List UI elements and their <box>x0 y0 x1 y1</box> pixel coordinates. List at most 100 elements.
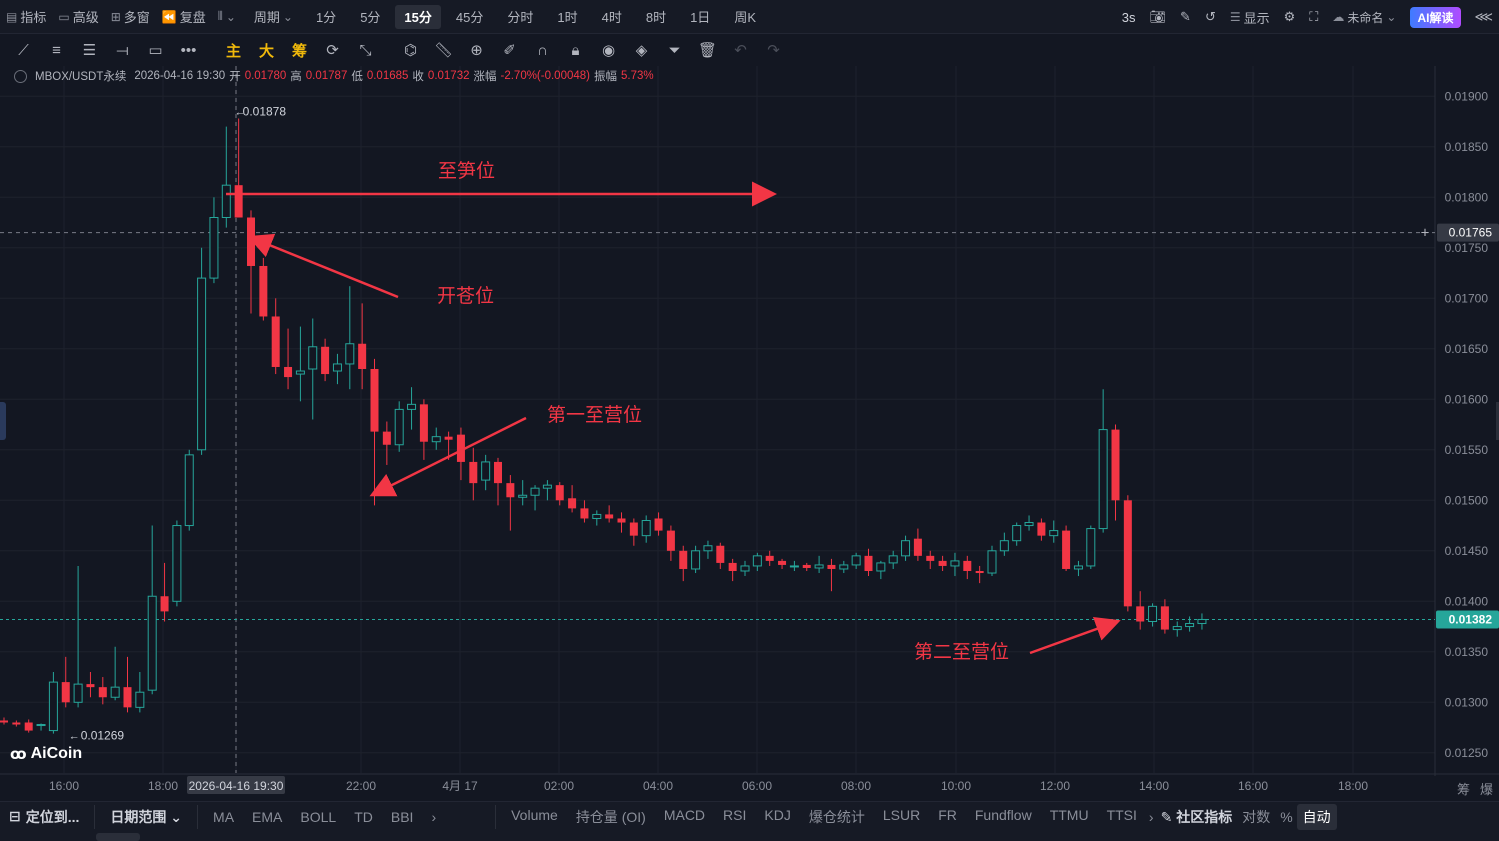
main-indicator-item[interactable]: BOLL <box>300 808 337 825</box>
replay-menu[interactable]: ⏪ 复盘 <box>156 5 212 29</box>
layout-menu[interactable]: ☁ 未命名 ⌄ <box>1326 5 1402 29</box>
liquidation-toggle[interactable]: 爆 <box>1479 782 1493 797</box>
period-tab[interactable]: 15分 <box>395 4 441 29</box>
magnet-icon[interactable]: ∩ <box>537 41 548 59</box>
display-menu[interactable]: ☰ 显示 <box>1224 5 1276 29</box>
parallel-lines-icon[interactable]: ≡ <box>52 41 61 59</box>
main-indicator-item[interactable]: BBI <box>390 808 414 825</box>
sub-indicator-item[interactable]: FR <box>938 806 957 823</box>
percent-scale-button[interactable]: % <box>1280 808 1293 825</box>
right-panel-handle[interactable] <box>1496 402 1499 440</box>
chevron-right-icon[interactable]: › <box>1148 808 1154 825</box>
period-tab[interactable]: 1日 <box>690 10 711 25</box>
main-indicator-item[interactable]: TD <box>354 808 373 825</box>
candle-body <box>209 217 219 279</box>
chip-icon[interactable]: 筹 <box>291 42 307 60</box>
sub-indicator-item[interactable]: TTSI <box>1106 806 1137 823</box>
main-indicator-list: MA EMA BOLL TD BBI <box>204 809 422 825</box>
community-indicators-button[interactable]: ✎ 社区指标 <box>1157 807 1237 827</box>
redo-icon[interactable]: ↷ <box>767 42 780 59</box>
main-force-icon[interactable]: 主 <box>225 42 241 60</box>
undo-icon[interactable]: ↶ <box>734 42 747 59</box>
candle-body <box>592 513 602 519</box>
ai-interpret-button[interactable]: AI解读 <box>1410 6 1461 28</box>
layers-icon[interactable]: ◈ <box>635 42 648 59</box>
advanced-menu[interactable]: ▭ 高级 <box>52 5 104 29</box>
candle-body <box>641 520 651 537</box>
aicoin-logo: ꝏ AiCoin <box>10 745 82 763</box>
sub-indicator-item[interactable]: 持仓量 (OI) <box>575 808 646 825</box>
period-tab[interactable]: 8时 <box>645 10 667 25</box>
left-panel-handle[interactable] <box>0 402 6 440</box>
tag-icon[interactable]: ⌬ <box>403 42 418 59</box>
last-price-badge <box>1436 610 1499 629</box>
pencil-icon[interactable]: ✎ <box>1180 9 1191 24</box>
x-tick-label: 18:00 <box>1338 779 1368 793</box>
lock-icon[interactable]: 🔒︎ <box>571 41 580 59</box>
share-icon[interactable]: ⋘ <box>1474 9 1494 24</box>
brush-icon[interactable]: ✐ <box>503 42 516 59</box>
chevron-right-icon[interactable]: › <box>431 808 437 825</box>
auto-scale-button[interactable]: 自动 <box>1296 803 1337 830</box>
multi-window-menu[interactable]: ⊞ 多窗 <box>105 5 156 29</box>
candlestick-chart[interactable]: 0.01900 0.01850 0.01800 0.01750 0.01700 0.016… <box>0 66 1499 799</box>
chip-dist-toggle[interactable]: 筹 <box>1456 782 1470 797</box>
trash-icon[interactable]: 🗑︎ <box>697 42 718 59</box>
y-tick-label: 0.01550 <box>1445 443 1489 457</box>
sub-indicator-item[interactable]: RSI <box>723 806 747 823</box>
sync-icon[interactable]: ⟳ <box>326 42 339 59</box>
chevron-down-icon: ⌄ <box>170 808 183 825</box>
horizontal-ray-icon[interactable]: ⟞ <box>116 41 129 59</box>
horizontal-lines-icon[interactable]: ☰ <box>82 42 97 59</box>
period-tab[interactable]: 1分 <box>315 10 337 25</box>
undo-layout-icon[interactable]: ↺ <box>1204 9 1216 24</box>
replay-label: 复盘 <box>179 10 206 25</box>
more-tools-icon[interactable]: ••• <box>180 41 197 59</box>
legend-open: 0.01780 <box>244 70 287 82</box>
settings-icon[interactable]: ⚙ <box>1283 9 1296 24</box>
period-menu[interactable]: 周期 ⌄ <box>248 5 299 29</box>
ruler-icon[interactable]: 📏︎ <box>433 42 454 59</box>
sub-indicator-item[interactable]: Volume <box>511 806 558 823</box>
fullscreen-icon[interactable]: ⛶ <box>1309 9 1319 24</box>
period-tab[interactable]: 1时 <box>557 10 578 25</box>
period-tab[interactable]: 45分 <box>455 10 484 25</box>
legend-toggle-icon[interactable] <box>14 69 27 83</box>
y-tick-label: 0.01900 <box>1445 89 1489 103</box>
sub-indicator-item[interactable]: MACD <box>663 806 706 823</box>
visibility-icon[interactable]: ◉ <box>601 42 616 59</box>
big-order-icon[interactable]: 大 <box>258 42 274 60</box>
period-tab[interactable]: 5分 <box>360 10 381 25</box>
multi-window-label: 多窗 <box>123 10 150 25</box>
candle-body <box>987 550 997 574</box>
candle-body <box>172 525 182 602</box>
chart-type-menu[interactable]: ⫴ ⌄ <box>212 5 242 29</box>
sub-indicator-item[interactable]: Fundflow <box>974 806 1032 823</box>
indicator-menu[interactable]: ▤ 指标 <box>0 5 52 29</box>
high-arrow-icon: ← <box>235 107 246 119</box>
refresh-rate[interactable]: 3s <box>1121 9 1136 25</box>
log-scale-button[interactable]: 对数 <box>1242 808 1271 825</box>
filter-icon[interactable]: ⏷ <box>668 41 681 59</box>
period-tab[interactable]: 周K <box>734 10 756 25</box>
chart-area[interactable]: 0.01900 0.01850 0.01800 0.01750 0.01700 0.016… <box>0 66 1499 799</box>
sub-indicator-item[interactable]: KDJ <box>764 806 791 823</box>
sub-indicator-item[interactable]: TTMU <box>1049 806 1089 823</box>
strip-active-tab[interactable] <box>96 833 140 841</box>
candle-body <box>247 217 255 266</box>
last-price-label: 0.01382 <box>1449 612 1493 626</box>
measure-icon[interactable]: ⤡ <box>359 41 372 59</box>
sub-indicator-item[interactable]: LSUR <box>882 806 921 823</box>
candle-body <box>184 454 194 527</box>
zoom-in-icon[interactable]: ⊕ <box>470 42 483 59</box>
main-indicator-item[interactable]: EMA <box>252 808 283 825</box>
camera-icon[interactable]: 📷︎ <box>1149 9 1167 24</box>
main-indicator-item[interactable]: MA <box>213 808 235 825</box>
period-tab[interactable]: 分时 <box>507 10 534 25</box>
locate-button[interactable]: ⊟ 定位到... <box>0 807 88 827</box>
sub-indicator-item[interactable]: 爆仓统计 <box>808 808 865 825</box>
date-range-button[interactable]: 日期范围 ⌄ <box>101 807 191 827</box>
period-tab[interactable]: 4时 <box>601 10 622 25</box>
trend-line-icon[interactable]: ⟋ <box>18 41 29 59</box>
rectangle-icon[interactable]: ▭ <box>148 42 163 59</box>
